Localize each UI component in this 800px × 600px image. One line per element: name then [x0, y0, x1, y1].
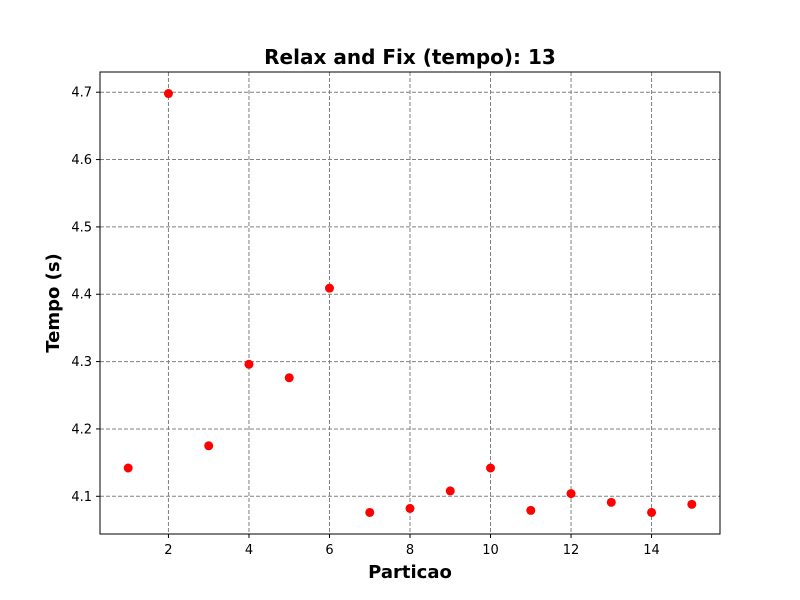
x-tick-label: 6	[325, 543, 333, 558]
ticks-layer: 2 4 6 8 10 12 14 4.1 4.2 4.3 4.4 4.5 4.6 4.7	[71, 86, 660, 558]
data-point	[647, 507, 657, 517]
points-layer	[123, 89, 697, 517]
y-tick-label: 4.2	[71, 422, 92, 437]
data-point	[163, 89, 173, 99]
chart-title: Relax and Fix (tempo): 13	[264, 45, 556, 69]
data-point	[687, 499, 697, 509]
x-tick-label: 2	[164, 543, 172, 558]
y-tick-label: 4.4	[71, 288, 92, 303]
data-point	[284, 373, 294, 383]
data-point	[526, 505, 536, 515]
data-point	[405, 503, 415, 513]
y-tick-label: 4.7	[71, 86, 92, 101]
data-point	[123, 463, 133, 473]
x-tick-label: 4	[245, 543, 253, 558]
data-point	[566, 489, 576, 499]
data-point	[204, 441, 214, 451]
data-point	[445, 486, 455, 496]
x-tick-label: 12	[563, 543, 580, 558]
x-tick-label: 10	[482, 543, 499, 558]
data-point	[244, 359, 254, 369]
data-point	[324, 283, 334, 293]
data-point	[606, 497, 616, 507]
y-tick-label: 4.1	[71, 490, 92, 505]
x-tick-label: 14	[643, 543, 660, 558]
y-axis-label: Tempo (s)	[43, 253, 64, 353]
grid-layer	[100, 72, 720, 534]
x-axis-label: Particao	[368, 562, 452, 583]
data-point	[486, 463, 496, 473]
y-tick-label: 4.3	[71, 355, 92, 370]
x-tick-label: 8	[406, 543, 414, 558]
data-point	[365, 507, 375, 517]
y-tick-label: 4.6	[71, 153, 92, 168]
y-tick-label: 4.5	[71, 220, 92, 235]
